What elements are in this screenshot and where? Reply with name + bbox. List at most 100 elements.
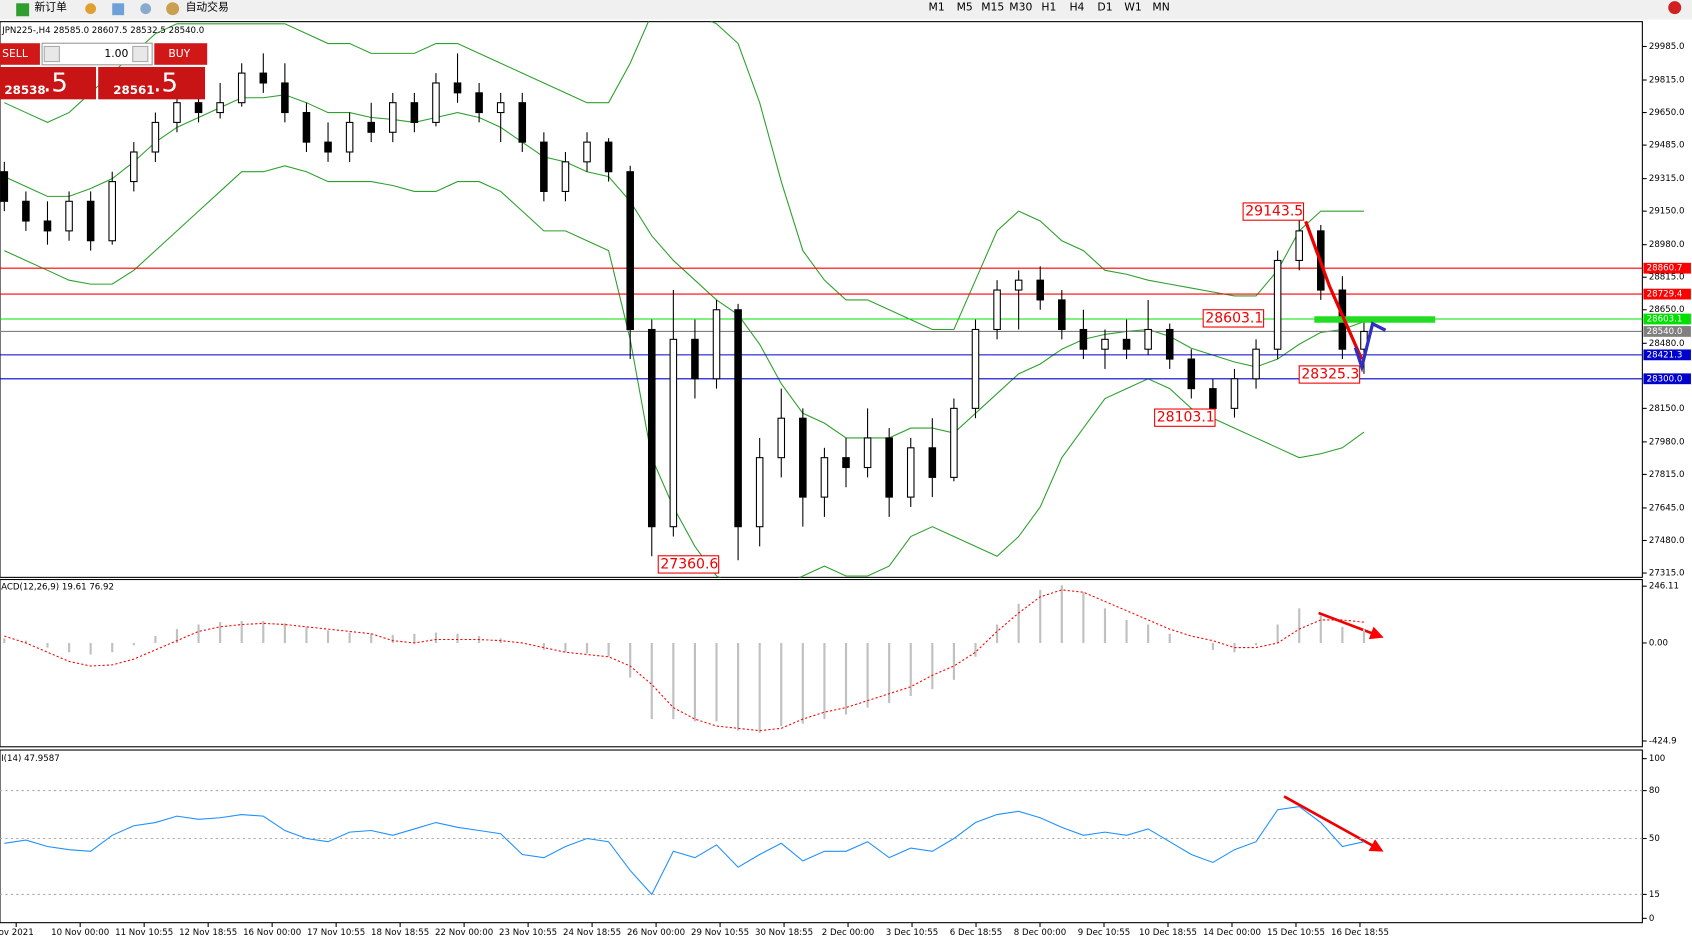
price-annotation-box — [1298, 365, 1361, 384]
candle-body — [1101, 338, 1109, 350]
auto-trading-button[interactable]: 自动交易 — [186, 1, 229, 14]
price-annotation: 28603.1 — [1205, 310, 1263, 326]
price-annotation-box — [1154, 408, 1216, 427]
x-tick-label: 23 Nov 10:55 — [499, 928, 557, 938]
x-tick-label: 22 Nov 00:00 — [435, 928, 493, 938]
x-tick-label: 14 Dec 00:00 — [1203, 928, 1261, 938]
timeframe-button[interactable]: M15 — [981, 1, 1004, 14]
timeframe-button[interactable]: MN — [1152, 1, 1169, 14]
buy-button[interactable] — [154, 43, 208, 65]
candle-body — [842, 457, 850, 469]
y-tick-label: 50 — [1649, 834, 1660, 844]
price-annotation-box — [657, 555, 720, 574]
bid-box[interactable] — [0, 66, 97, 100]
y-tick-label: 27980.0 — [1649, 437, 1685, 447]
toolbar-bg — [0, 0, 1692, 20]
timeframe-button[interactable]: H4 — [1069, 1, 1084, 14]
price-level-label: 28421.3 — [1647, 350, 1683, 360]
candle-body — [906, 447, 915, 498]
y-tick-label: 0.00 — [1649, 638, 1668, 648]
candle-body — [1014, 279, 1023, 291]
tool-icon[interactable] — [85, 3, 97, 15]
volume-value: 1.00 — [104, 47, 128, 60]
y-tick-label: 29485.0 — [1649, 141, 1685, 151]
new-order-icon[interactable] — [16, 3, 30, 17]
chart-info: JPN225-,H4 28585.0 28607.5 28532.5 28540… — [1, 26, 204, 36]
candle-body — [216, 102, 224, 114]
candle-body — [993, 289, 1001, 331]
x-tick-label: 10 Nov 00:00 — [51, 928, 109, 938]
macd-title: ACD(12,26,9) 19.61 76.92 — [1, 583, 114, 593]
tool-icon[interactable] — [140, 3, 152, 15]
candle-body — [1165, 328, 1174, 360]
alert-icon[interactable] — [1668, 1, 1682, 15]
x-tick-label: 10 Dec 18:55 — [1139, 928, 1197, 938]
y-tick-label: 80 — [1649, 786, 1660, 796]
volume-down[interactable] — [43, 45, 60, 63]
y-tick-label: 246.11 — [1649, 582, 1679, 592]
price-level-label: 28729.4 — [1647, 290, 1683, 300]
candle-body — [453, 82, 462, 94]
sell-button[interactable] — [0, 43, 40, 65]
candle-body — [1252, 348, 1260, 380]
candle-body — [496, 102, 505, 114]
candle-body — [1273, 259, 1282, 350]
volume-input[interactable] — [41, 42, 153, 66]
candle-body — [604, 141, 613, 173]
candle-body — [324, 141, 332, 153]
candle-body — [1144, 328, 1152, 350]
volume-up[interactable] — [132, 45, 149, 63]
candle-body — [173, 102, 181, 123]
macd-arrow — [1318, 611, 1384, 640]
timeframe-button[interactable]: M30 — [1009, 1, 1032, 14]
x-tick-label: 8 Dec 00:00 — [1014, 928, 1067, 938]
price-annotation-box — [1202, 309, 1265, 328]
rebound-arrow — [1353, 321, 1387, 373]
x-tick-label: 29 Nov 10:55 — [691, 928, 749, 938]
timeframe-button[interactable]: H1 — [1041, 1, 1056, 14]
macd-signal — [4, 589, 1365, 732]
y-tick-label: 29315.0 — [1649, 174, 1685, 184]
new-order-button[interactable]: 新订单 — [35, 1, 68, 14]
candle-body — [820, 457, 829, 498]
candle-body — [1036, 279, 1045, 301]
timeframe-button[interactable]: W1 — [1124, 1, 1142, 14]
y-tick-label: 27815.0 — [1649, 470, 1685, 480]
candle-body — [151, 121, 160, 153]
auto-trading-icon[interactable] — [166, 2, 180, 16]
candle-body — [734, 309, 742, 528]
candle-body — [367, 121, 375, 133]
timeframe-button[interactable]: M1 — [929, 1, 945, 14]
candle-body — [885, 437, 893, 498]
candle-body — [950, 407, 958, 478]
timeframe-button[interactable]: D1 — [1097, 1, 1112, 14]
x-tick-label: 2 Dec 00:00 — [822, 928, 875, 938]
price-annotation-box — [1242, 202, 1305, 221]
candle-body — [971, 328, 980, 409]
x-tick-label: 26 Nov 00:00 — [627, 928, 685, 938]
candle-body — [475, 92, 483, 114]
ask-box[interactable] — [98, 66, 206, 100]
y-tick-label: 28150.0 — [1649, 404, 1685, 414]
tool-icon[interactable] — [112, 3, 125, 16]
candle-body — [1058, 299, 1066, 331]
rsi-title: I(14) 47.9587 — [1, 754, 60, 764]
y-tick-label: 15 — [1649, 890, 1660, 900]
candle-body — [194, 102, 203, 114]
candle-body — [863, 437, 872, 469]
candle-body — [518, 102, 527, 143]
y-tick-label: 28480.0 — [1649, 339, 1685, 349]
timeframe-button[interactable]: M5 — [957, 1, 973, 14]
price-chart — [0, 21, 1643, 578]
y-tick-label: 100 — [1649, 754, 1665, 764]
candle-body — [777, 417, 786, 459]
candle-body — [1295, 230, 1303, 261]
x-tick-label: 17 Nov 10:55 — [307, 928, 365, 938]
candle-body — [647, 328, 656, 528]
candle-body — [86, 200, 95, 242]
x-tick-label: 24 Nov 18:55 — [563, 928, 621, 938]
sell-label: SELL — [2, 47, 28, 60]
bollinger-upper — [4, 21, 1364, 331]
candle-body — [0, 171, 9, 202]
